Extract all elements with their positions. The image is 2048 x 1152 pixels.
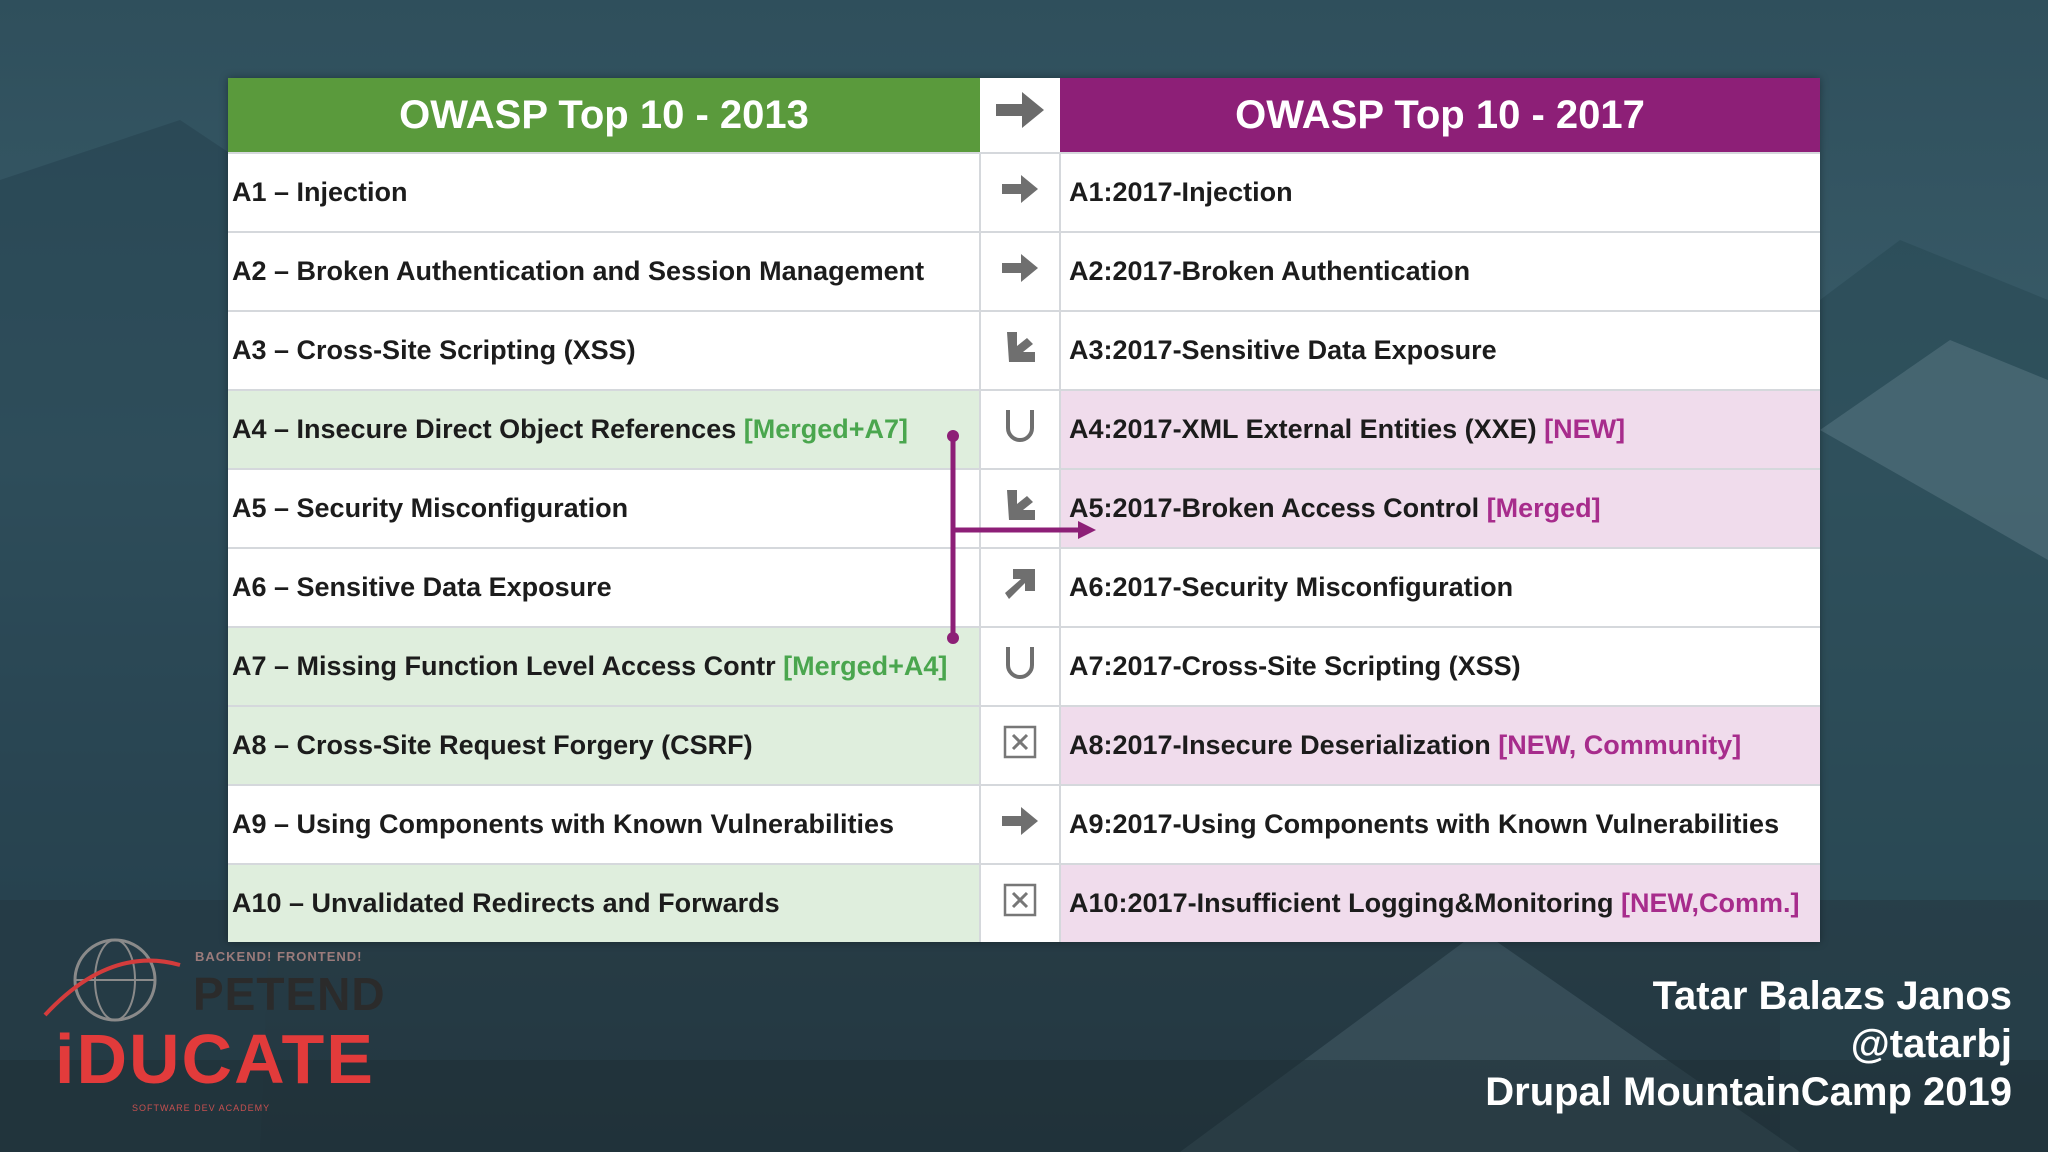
owasp-2013-item: A2 – Broken Authentication and Session M… — [228, 231, 980, 311]
change-symbol — [979, 626, 1061, 706]
owasp-2013-label: A7 – Missing Function Level Access Contr — [232, 651, 784, 681]
status-tag: [NEW, Community] — [1498, 730, 1742, 760]
union-icon — [1002, 410, 1038, 452]
arrow-right-icon — [999, 175, 1041, 213]
logo-brand-top: PETEND — [193, 968, 386, 1020]
speaker-name: Tatar Balazs Janos — [1652, 974, 2012, 1018]
owasp-2017-item: A6:2017-Security Misconfiguration — [1060, 547, 1820, 627]
table-row: A2 – Broken Authentication and Session M… — [228, 231, 1820, 311]
owasp-2013-item: A6 – Sensitive Data Exposure — [228, 547, 980, 627]
change-symbol — [979, 389, 1061, 469]
owasp-2017-label: A10:2017-Insufficient Logging&Monitoring — [1069, 888, 1621, 918]
owasp-2013-label: A3 – Cross-Site Scripting (XSS) — [232, 335, 636, 365]
logo-small-text: BACKEND! FRONTEND! — [195, 949, 363, 964]
arrow-down-right-icon — [1001, 490, 1039, 530]
event-name: Drupal MountainCamp 2019 — [1485, 1070, 2012, 1114]
change-symbol — [979, 705, 1061, 785]
owasp-2017-item: A5:2017-Broken Access Control [Merged] — [1060, 468, 1820, 548]
iducate-logo: BACKEND! FRONTEND! PETEND iDUCATE SOFTWA… — [40, 935, 400, 1125]
union-icon — [1002, 647, 1038, 689]
removed-x-icon — [1002, 725, 1038, 766]
arrow-up-right-icon — [1001, 569, 1039, 609]
status-tag: [Merged] — [1486, 493, 1601, 523]
removed-x-icon — [1002, 883, 1038, 924]
owasp-comparison-table: OWASP Top 10 - 2013 OWASP Top 10 - 2017 … — [228, 78, 1820, 942]
change-symbol — [979, 152, 1061, 232]
table-row: A7 – Missing Function Level Access Contr… — [228, 626, 1820, 706]
header-2013: OWASP Top 10 - 2013 — [228, 78, 980, 153]
owasp-2013-item: A3 – Cross-Site Scripting (XSS) — [228, 310, 980, 390]
owasp-2013-item: A5 – Security Misconfiguration — [228, 468, 980, 548]
owasp-2017-label: A4:2017-XML External Entities (XXE) — [1069, 414, 1545, 444]
owasp-2017-label: A7:2017-Cross-Site Scripting (XSS) — [1069, 651, 1521, 681]
owasp-2017-item: A9:2017-Using Components with Known Vuln… — [1060, 784, 1820, 864]
right-arrow-icon — [996, 92, 1044, 128]
globe-icon — [43, 938, 181, 1022]
table-row: A3 – Cross-Site Scripting (XSS) A3:2017-S… — [228, 310, 1820, 390]
status-tag: [NEW] — [1544, 414, 1626, 444]
arrow-right-icon — [999, 254, 1041, 292]
owasp-2013-label: A5 – Security Misconfiguration — [232, 493, 629, 523]
table-row: A9 – Using Components with Known Vulnera… — [228, 784, 1820, 864]
owasp-2013-item: A9 – Using Components with Known Vulnera… — [228, 784, 980, 864]
table-row: A4 – Insecure Direct Object References [… — [228, 389, 1820, 469]
owasp-2017-label: A1:2017-Injection — [1069, 177, 1293, 207]
merge-tag: [Merged+A7] — [743, 414, 909, 444]
owasp-2013-item: A8 – Cross-Site Request Forgery (CSRF) — [228, 705, 980, 785]
status-tag: [NEW,Comm.] — [1621, 888, 1800, 918]
owasp-2013-item: A10 – Unvalidated Redirects and Forwards — [228, 863, 980, 942]
logo-brand-sub: SOFTWARE DEV ACADEMY — [132, 1103, 271, 1113]
owasp-2017-item: A3:2017-Sensitive Data Exposure — [1060, 310, 1820, 390]
change-symbol — [979, 231, 1061, 311]
owasp-2013-label: A10 – Unvalidated Redirects and Forwards — [232, 888, 780, 918]
speaker-credits: Tatar Balazs Janos @tatarbj Drupal Mount… — [1485, 972, 2012, 1116]
table-row: A1 – Injection A1:2017-Injection — [228, 152, 1820, 232]
owasp-2017-item: A8:2017-Insecure Deserialization [NEW, C… — [1060, 705, 1820, 785]
owasp-2013-item: A7 – Missing Function Level Access Contr… — [228, 626, 980, 706]
owasp-2013-label: A2 – Broken Authentication and Session M… — [232, 256, 925, 286]
owasp-2017-item: A2:2017-Broken Authentication — [1060, 231, 1820, 311]
header-2017: OWASP Top 10 - 2017 — [1060, 78, 1820, 153]
owasp-2017-label: A8:2017-Insecure Deserialization — [1069, 730, 1499, 760]
change-symbol — [979, 863, 1061, 942]
owasp-2017-label: A2:2017-Broken Authentication — [1069, 256, 1471, 286]
speaker-handle: @tatarbj — [1850, 1022, 2012, 1066]
table-row: A10 – Unvalidated Redirects and Forwards… — [228, 863, 1820, 942]
owasp-2013-label: A6 – Sensitive Data Exposure — [232, 572, 612, 602]
owasp-2013-item: A4 – Insecure Direct Object References [… — [228, 389, 980, 469]
change-symbol — [979, 310, 1061, 390]
owasp-2017-label: A5:2017-Broken Access Control — [1069, 493, 1487, 523]
owasp-2017-item: A7:2017-Cross-Site Scripting (XSS) — [1060, 626, 1820, 706]
arrow-down-right-icon — [1001, 332, 1039, 372]
table-header-row: OWASP Top 10 - 2013 OWASP Top 10 - 2017 — [228, 78, 1820, 153]
table-row: A5 – Security Misconfiguration A5:2017-Br… — [228, 468, 1820, 548]
merge-tag: [Merged+A4] — [783, 651, 948, 681]
change-symbol — [979, 784, 1061, 864]
logo-brand-main: iDUCATE — [55, 1020, 375, 1098]
change-symbol — [979, 468, 1061, 548]
owasp-2013-label: A8 – Cross-Site Request Forgery (CSRF) — [232, 730, 753, 760]
owasp-2017-item: A10:2017-Insufficient Logging&Monitoring… — [1060, 863, 1820, 942]
arrow-right-icon — [999, 807, 1041, 845]
header-arrow — [980, 78, 1060, 153]
owasp-2013-label: A9 – Using Components with Known Vulnera… — [232, 809, 895, 839]
owasp-2017-label: A6:2017-Security Misconfiguration — [1069, 572, 1514, 602]
change-symbol — [979, 547, 1061, 627]
table-row: A6 – Sensitive Data Exposure A6:2017-Secu… — [228, 547, 1820, 627]
owasp-2013-label: A1 – Injection — [232, 177, 408, 207]
owasp-2017-item: A4:2017-XML External Entities (XXE) [NEW… — [1060, 389, 1820, 469]
owasp-2017-label: A9:2017-Using Components with Known Vuln… — [1069, 809, 1780, 839]
owasp-2013-label: A4 – Insecure Direct Object References — [232, 414, 744, 444]
owasp-2013-item: A1 – Injection — [228, 152, 980, 232]
table-row: A8 – Cross-Site Request Forgery (CSRF) A8… — [228, 705, 1820, 785]
owasp-2017-item: A1:2017-Injection — [1060, 152, 1820, 232]
owasp-2017-label: A3:2017-Sensitive Data Exposure — [1069, 335, 1497, 365]
